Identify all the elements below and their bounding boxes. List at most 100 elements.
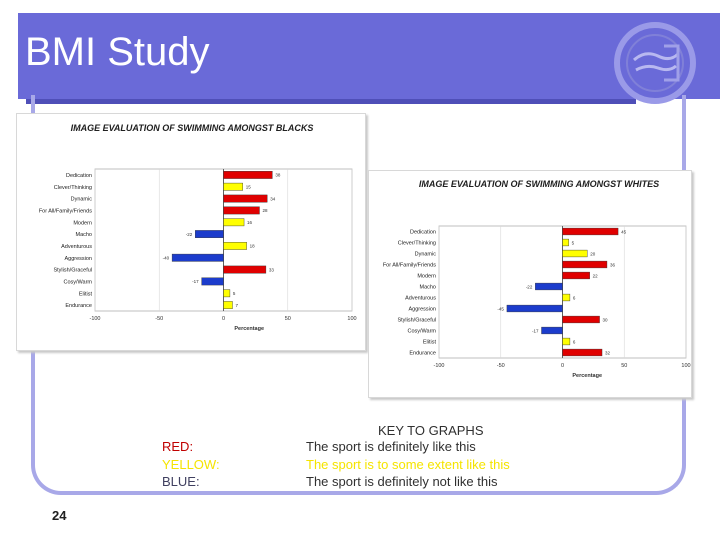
bar [562,271,590,280]
bar [562,260,608,269]
category-label: Clever/Thinking [54,185,92,191]
category-label: Stylish/Graceful [397,318,436,324]
data-label: -17 [192,279,199,284]
chart-title: IMAGE EVALUATION OF SWIMMING AMONGST WHI… [418,179,660,189]
bar [562,337,571,346]
category-label: Dynamic [415,252,437,258]
bar [223,242,247,250]
x-axis-label: Percentage [234,326,264,332]
bar [562,315,600,324]
data-label: 20 [590,251,596,256]
data-label: 22 [593,273,599,278]
chart-plot: -100 -50 0 50 100 Percentage Dedication 45 Cleve… [383,225,691,379]
title-bar [18,13,720,99]
x-tick-label: -50 [497,363,505,369]
key-text-yellow: The sport is to some extent like this [306,457,510,472]
category-label: For All/Family/Friends [383,263,436,269]
bar [201,277,224,286]
category-label: Dedication [410,230,436,236]
key-label-blue: BLUE: [162,474,200,489]
bar [223,182,243,191]
data-label: 30 [603,317,609,322]
x-tick-label: -50 [155,316,163,322]
data-label: 18 [250,244,256,249]
x-tick-label: -100 [433,363,444,369]
category-label: Aggression [408,307,436,313]
key-title: KEY TO GRAPHS [378,423,484,438]
x-tick-label: 50 [621,363,627,369]
bar [562,227,619,236]
category-label: Adventurous [61,244,92,250]
bar [506,304,563,313]
x-tick-label: 50 [285,316,291,322]
chart-plot: -100 -50 0 50 100 Percentage Dedication 38 Cleve… [39,168,357,332]
data-label: 16 [247,220,253,225]
data-label: 32 [605,350,611,355]
category-label: Stylish/Graceful [53,268,92,274]
data-label: 7 [235,303,238,308]
category-label: Adventurous [405,296,436,302]
category-label: Macho [419,285,436,291]
data-label: 6 [573,295,576,300]
category-label: Modern [417,274,436,280]
bar [535,282,563,291]
page-number: 24 [52,508,67,523]
category-label: For All/Family/Friends [39,208,92,214]
bar [562,238,569,247]
category-label: Endurance [65,303,92,309]
key-label-yellow: YELLOW: [162,457,220,472]
key-label-red: RED: [162,439,194,454]
data-label: 5 [572,240,575,245]
bar [562,249,588,258]
category-label: Endurance [409,351,436,357]
data-label: 28 [262,208,268,213]
category-label: Clever/Thinking [398,241,436,247]
x-tick-label: 100 [347,316,356,322]
category-label: Modern [73,220,92,226]
data-label: 34 [270,196,276,201]
data-label: -45 [497,306,504,311]
bar [223,301,233,309]
key-text-red: The sport is definitely like this [306,439,476,454]
bar [223,171,273,179]
category-label: Dedication [66,173,92,179]
bar [171,253,224,262]
data-label: -17 [532,328,539,333]
chart-whites: IMAGE EVALUATION OF SWIMMING AMONGST WHI… [368,170,692,398]
data-label: -40 [163,256,170,261]
bar [195,230,224,238]
data-label: 33 [269,267,275,272]
data-label: 45 [621,229,627,234]
slide-title: BMI Study [25,30,210,74]
chart-blacks: IMAGE EVALUATION OF SWIMMING AMONGST BLA… [16,113,366,351]
logo-emblem-icon [614,22,696,104]
data-label: -22 [186,232,193,237]
bar [223,218,245,227]
key-text-blue: The sport is definitely not like this [306,474,498,489]
x-tick-label: -100 [89,316,100,322]
category-label: Dynamic [71,197,93,203]
bar [223,289,231,298]
data-label: -22 [526,284,533,289]
bar [223,206,260,215]
category-label: Elitist [423,340,437,346]
bar [562,348,603,357]
chart-title: IMAGE EVALUATION OF SWIMMING AMONGST BLA… [70,123,314,133]
title-bar-shadow [26,99,636,104]
x-axis-label: Percentage [572,373,602,379]
bar [541,326,563,335]
data-label: 38 [275,173,281,178]
category-label: Elitist [79,291,93,297]
data-label: 6 [573,339,576,344]
category-label: Macho [75,232,92,238]
x-tick-label: 100 [681,363,690,369]
category-label: Cosy/Warm [63,279,92,285]
x-tick-label: 0 [561,363,564,369]
category-label: Aggression [64,256,92,262]
data-label: 15 [246,185,252,190]
data-label: 36 [610,262,616,267]
category-label: Cosy/Warm [407,329,436,335]
bar [562,293,571,302]
data-label: 5 [233,291,236,296]
bar [223,194,268,203]
